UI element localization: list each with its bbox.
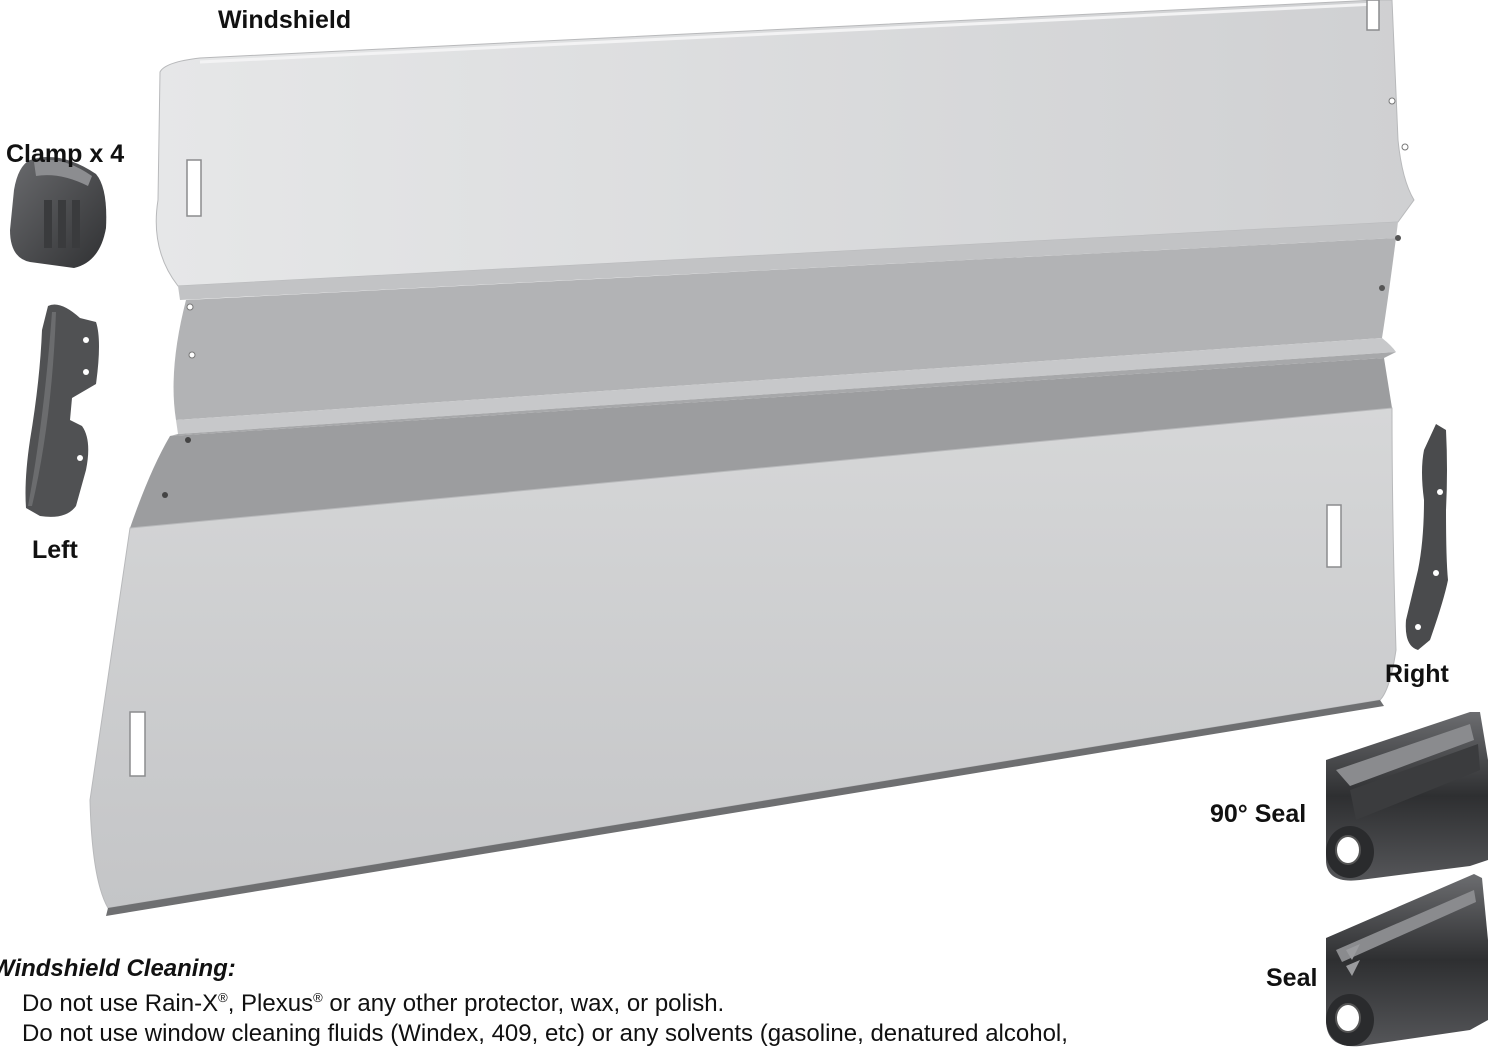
clamp-label: Clamp x 4 [6, 140, 125, 168]
seal-90-part [1326, 712, 1488, 881]
seal-label: Seal [1266, 964, 1318, 992]
clamp-part [10, 157, 107, 268]
cleaning-line-2: Do not use window cleaning fluids (Winde… [22, 1020, 1068, 1047]
registered-mark: ® [313, 990, 323, 1005]
registered-mark: ® [218, 990, 228, 1005]
left-label: Left [32, 536, 78, 564]
right-bracket-part [1405, 424, 1448, 650]
cleaning-line-1: Do not use Rain-X®, Plexus® or any other… [22, 990, 725, 1017]
cleaning-title: Windshield Cleaning: [0, 955, 236, 982]
windshield-panel [89, 0, 1415, 916]
seal-part [1326, 874, 1488, 1047]
windshield-label: Windshield [218, 6, 352, 34]
seal-90-label: 90° Seal [1210, 800, 1307, 828]
right-label: Right [1385, 660, 1449, 688]
left-bracket-part [25, 304, 99, 517]
